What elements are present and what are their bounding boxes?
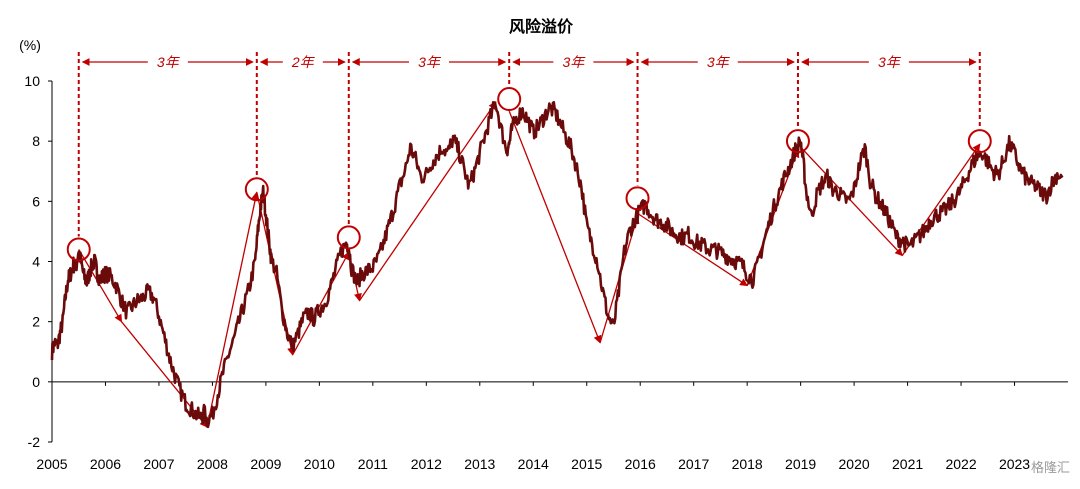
watermark-text: 格隆汇 xyxy=(1031,460,1070,475)
chart-title: 风险溢价 xyxy=(509,17,574,36)
y-tick-label: 2 xyxy=(32,314,40,330)
y-axis-unit: (%) xyxy=(19,37,41,53)
x-tick-label: 2015 xyxy=(571,456,602,472)
period-label: 2年 xyxy=(291,54,316,70)
trend-arrow xyxy=(292,251,350,356)
x-tick-label: 2014 xyxy=(518,456,549,472)
watermark: 格隆汇 xyxy=(1031,460,1070,475)
y-tick-label: 4 xyxy=(32,254,40,270)
x-tick-label: 2022 xyxy=(945,456,976,472)
x-tick-label: 2020 xyxy=(839,456,870,472)
peak-markers xyxy=(66,87,992,262)
x-tick-label: 2016 xyxy=(625,456,656,472)
x-tick-label: 2006 xyxy=(90,456,121,472)
trend-arrow xyxy=(358,101,497,301)
series-line-layer xyxy=(50,101,1064,429)
period-label: 3年 xyxy=(707,54,731,70)
peak-circle xyxy=(336,225,361,250)
period-label: 3年 xyxy=(418,54,442,70)
period-label-bg xyxy=(868,52,909,70)
period-label: 3年 xyxy=(878,54,902,70)
x-tick-label: 2008 xyxy=(197,456,228,472)
y-tick-label: -2 xyxy=(28,434,41,450)
period-label-bg xyxy=(408,52,449,70)
x-axis: 2005 2006 2007 2008 2009 2010 2011 2012 2013 2014… xyxy=(36,381,1068,472)
period-label-bg xyxy=(553,52,594,70)
x-tick-label: 2010 xyxy=(304,456,335,472)
period-label: 3年 xyxy=(157,54,181,70)
y-tick-label: 10 xyxy=(24,73,40,89)
y-tick-label: 6 xyxy=(32,193,40,209)
period-label-bg xyxy=(147,52,188,70)
x-tick-label: 2011 xyxy=(358,456,388,472)
peak-circle xyxy=(625,186,650,211)
peak-circle xyxy=(967,129,992,154)
series-line xyxy=(50,101,1064,429)
peak-circle xyxy=(785,129,810,154)
x-tick-label: 2005 xyxy=(36,456,67,472)
x-tick-label: 2013 xyxy=(464,456,495,472)
y-axis: -2 0 2 4 6 8 10 xyxy=(24,73,53,450)
y-tick-label: 8 xyxy=(32,133,40,149)
trend-arrow xyxy=(508,110,602,344)
trend-arrow xyxy=(206,191,260,428)
trend-arrows xyxy=(78,101,981,428)
period-label: 3年 xyxy=(562,54,586,70)
period-annotations: 3年 2年 3年 3年 3年 3年 xyxy=(77,52,981,237)
period-label-bg xyxy=(697,52,738,70)
peak-circle xyxy=(66,237,91,262)
trend-arrow xyxy=(637,212,748,287)
x-tick-label: 2007 xyxy=(143,456,174,472)
x-tick-label: 2009 xyxy=(250,456,281,472)
peak-circle xyxy=(244,177,269,202)
y-tick-label: 0 xyxy=(32,374,40,390)
peak-circle xyxy=(497,87,522,112)
x-tick-label: 2012 xyxy=(411,456,442,472)
trend-arrow xyxy=(78,249,123,323)
x-tick-label: 2023 xyxy=(999,456,1030,472)
x-tick-label: 2017 xyxy=(678,456,709,472)
period-label-bg xyxy=(282,52,323,70)
x-tick-label: 2018 xyxy=(732,456,763,472)
x-tick-label: 2021 xyxy=(892,456,923,472)
x-tick-label: 2019 xyxy=(785,456,816,472)
